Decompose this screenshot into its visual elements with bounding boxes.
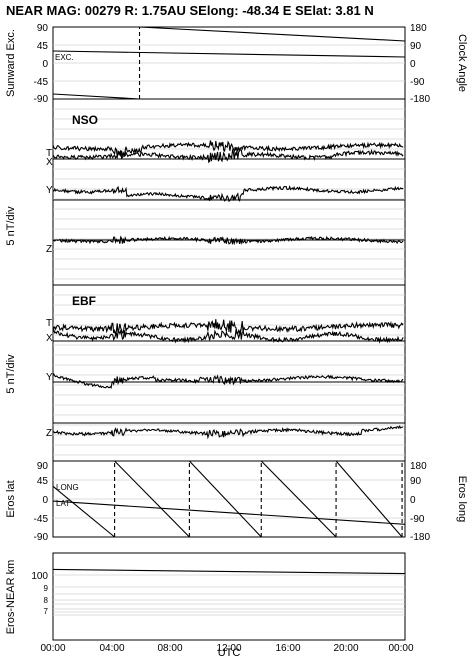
clock-angle-line [52, 93, 140, 100]
eros-long-axis-label: Eros long [456, 476, 468, 522]
left-tick: 45 [37, 41, 49, 52]
left-tick: -90 [34, 532, 49, 543]
component-x: X [46, 333, 53, 344]
distance-axis-label: Eros-NEAR km [5, 560, 17, 635]
component-y: Y [46, 185, 53, 196]
distance-tick: 100 [31, 571, 48, 582]
nso-t-trace [52, 140, 404, 159]
ebf-t-trace [52, 319, 404, 335]
eros-long-segment [335, 460, 403, 538]
component-x: X [46, 157, 53, 168]
long-annotation: LONG [56, 483, 79, 492]
x-tick: 00:00 [40, 643, 65, 654]
x-tick: 08:00 [157, 643, 182, 654]
eros-long-segment [189, 460, 262, 538]
sunward-axis-label: Sunward Exc. [5, 29, 17, 97]
panel-ebf: EBF T X Y Z 5 nT/div [5, 284, 406, 462]
left-tick: 0 [42, 495, 48, 506]
x-tick: 00:00 [388, 643, 413, 654]
eros-long-segment [260, 460, 337, 538]
component-t: T [46, 148, 52, 159]
x-tick: 04:00 [99, 643, 124, 654]
ebf-grid [53, 294, 405, 456]
eros-near-distance-line [52, 568, 406, 575]
right-tick: -90 [410, 514, 425, 525]
nso-axis-label: 5 nT/div [5, 206, 17, 246]
left-tick: 90 [37, 23, 49, 34]
left-tick: 45 [37, 476, 49, 487]
nso-x-trace [52, 148, 404, 164]
nso-grid [53, 108, 405, 280]
component-y: Y [46, 372, 53, 383]
eros-long-segment [114, 460, 190, 538]
figure-title: NEAR MAG: 00279 R: 1.75AU SElong: -48.34… [6, 3, 374, 18]
right-tick: 90 [410, 41, 422, 52]
ebf-label: EBF [72, 294, 96, 308]
left-tick: 90 [37, 461, 49, 472]
distance-tick: 8 [44, 596, 49, 605]
right-tick: 90 [410, 476, 422, 487]
exc-annotation: EXC. [55, 53, 74, 62]
ebf-y-trace [52, 373, 404, 390]
left-tick: -90 [34, 94, 49, 105]
clock-angle-line [139, 26, 406, 42]
ebf-x-trace [52, 328, 404, 344]
panel-sunward-clock: 90 45 0 -45 -90 180 90 0 -90 -180 EXC. S… [5, 23, 468, 105]
component-z: Z [46, 244, 52, 255]
panel-distance-frame [52, 552, 406, 641]
distance-tick: 7 [44, 607, 49, 616]
eros-lat-axis-label: Eros lat [5, 480, 17, 517]
right-tick: 180 [410, 23, 427, 34]
nso-z-trace [52, 235, 404, 246]
component-z: Z [46, 428, 52, 439]
sunward-excursion-line [52, 50, 406, 58]
left-tick: -45 [34, 77, 49, 88]
nso-y-trace [52, 184, 404, 203]
left-tick: 0 [42, 59, 48, 70]
lat-annotation: LAT [56, 499, 70, 508]
x-axis: 00:00 04:00 08:00 12:00 16:00 20:00 00:0… [40, 643, 413, 654]
panel-nso: NSO T X Y Z 5 nT/div [5, 98, 406, 286]
right-tick: 0 [410, 59, 416, 70]
right-tick: -180 [410, 94, 430, 105]
left-tick: -45 [34, 514, 49, 525]
panel-eros-lat-long: 90 45 0 -45 -90 180 90 0 -90 -180 LONG L… [5, 460, 468, 543]
eros-long-line [52, 460, 403, 538]
x-axis-label: UTC [218, 647, 241, 656]
eros-long-segment [52, 485, 115, 538]
right-tick: 180 [410, 461, 427, 472]
x-tick: 12:00 [216, 643, 241, 654]
nso-label: NSO [72, 113, 98, 127]
distance-tick: 9 [44, 584, 49, 593]
x-tick: 20:00 [333, 643, 358, 654]
component-t: T [46, 318, 52, 329]
ebf-z-trace [52, 424, 404, 440]
right-tick: -180 [410, 532, 430, 543]
x-tick: 16:00 [275, 643, 300, 654]
ebf-axis-label: 5 nT/div [5, 354, 17, 394]
panel-eros-near: 100 9 8 7 Eros-NEAR km [5, 552, 406, 641]
right-tick: -90 [410, 77, 425, 88]
clock-axis-label: Clock Angle [456, 34, 468, 92]
right-tick: 0 [410, 495, 416, 506]
eros-lat-line [52, 500, 406, 525]
